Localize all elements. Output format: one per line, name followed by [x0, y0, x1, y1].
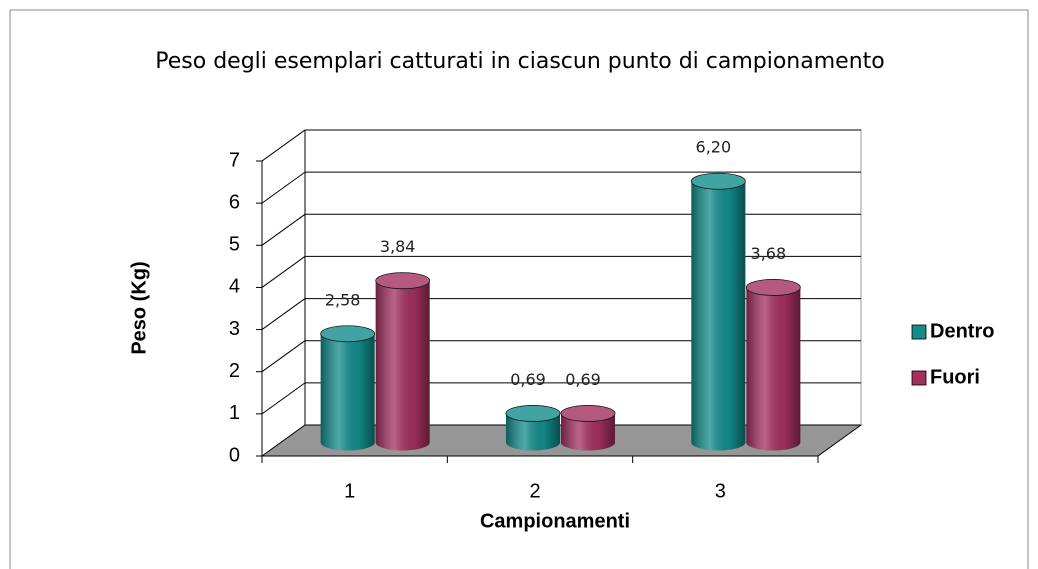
cylinder-top	[320, 325, 376, 343]
y-axis-label: Peso (Kg)	[128, 261, 150, 354]
x-axis-label: Campionamenti	[480, 510, 630, 532]
y-tick-label: 5	[229, 234, 240, 256]
y-tick-label: 7	[229, 149, 240, 171]
legend-swatch	[911, 370, 927, 386]
value-label: 3,84	[380, 237, 416, 256]
cylinder-top	[690, 172, 746, 190]
x-tick-label: 1	[344, 480, 355, 502]
value-label: 3,68	[751, 244, 787, 263]
grid-line	[261, 129, 306, 162]
cylinder-shade	[375, 280, 430, 443]
legend-swatch	[911, 324, 927, 340]
cylinder-top	[375, 272, 431, 290]
y-tick-label: 1	[229, 402, 240, 424]
cylinder-top-light	[375, 272, 430, 289]
cylinder-top	[505, 405, 561, 422]
cylinder-top-light	[691, 173, 746, 190]
cylinder-top	[745, 279, 801, 296]
chart-title: Peso degli esemplari catturati in ciascu…	[155, 49, 884, 74]
x-tick-label: 2	[529, 480, 540, 502]
y-tick-label: 2	[229, 360, 240, 382]
y-tick-label: 4	[229, 276, 240, 298]
y-tick-label: 6	[229, 191, 240, 213]
grid-line	[261, 340, 306, 373]
cylinder-top-light	[506, 405, 560, 422]
grid-line	[261, 382, 306, 415]
cylinder-top-light	[561, 405, 615, 422]
x-tick-label: 3	[715, 480, 726, 502]
grid-line	[261, 171, 306, 204]
value-label: 0,69	[565, 370, 601, 389]
legend-label: Fuori	[930, 366, 980, 388]
y-tick-label: 3	[229, 318, 240, 340]
cylinder-top	[560, 405, 616, 422]
y-tick-label: 0	[229, 444, 240, 466]
grid-line	[261, 298, 306, 330]
value-label: 2,58	[325, 290, 361, 309]
cylinder-shade	[320, 333, 375, 443]
legend-label: Dentro	[930, 320, 994, 342]
value-label: 6,20	[696, 138, 732, 157]
value-label: 0,69	[510, 370, 546, 389]
cylinder-shade	[691, 181, 746, 443]
grid-line	[261, 213, 306, 246]
grid-line	[261, 256, 306, 288]
cylinder-top-light	[746, 279, 801, 296]
cylinder-shade	[746, 287, 801, 443]
cylinder-top-light	[320, 325, 375, 342]
